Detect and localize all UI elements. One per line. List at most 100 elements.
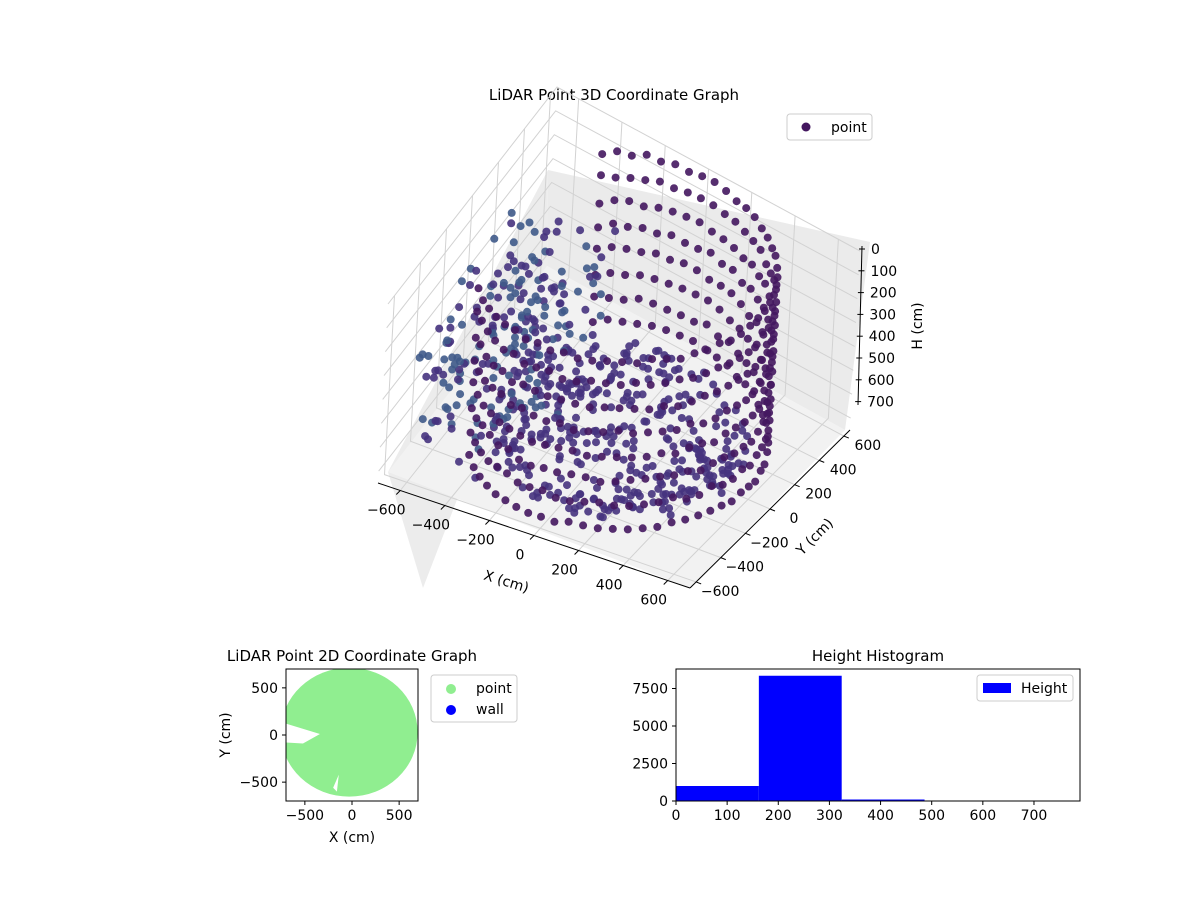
point-3d <box>597 171 605 180</box>
point-3d <box>527 397 536 406</box>
point-3d <box>720 453 729 462</box>
point-3d <box>743 432 752 441</box>
y-tick-label-3d: −600 <box>701 584 739 600</box>
point-3d <box>597 452 606 461</box>
point-3d <box>768 317 777 326</box>
point-3d <box>582 242 591 251</box>
point-3d <box>533 338 542 347</box>
point-3d <box>670 457 679 465</box>
point-3d <box>473 390 482 399</box>
x-tick-label-histogram: 300 <box>816 808 843 824</box>
point-3d <box>600 505 609 514</box>
point-3d <box>736 488 745 497</box>
point-3d <box>668 406 677 415</box>
chart-2d: LiDAR Point 2D Coordinate Graph −500 0 500… <box>218 647 518 846</box>
point-3d <box>490 234 499 243</box>
point-3d <box>585 403 594 412</box>
legend-3d-point-marker <box>801 122 811 132</box>
point-3d <box>623 525 632 534</box>
point-3d <box>500 313 509 322</box>
point-3d <box>675 331 684 340</box>
point-3d <box>599 428 608 437</box>
point-3d <box>553 468 562 477</box>
point-3d <box>584 350 593 359</box>
point-3d <box>680 487 689 496</box>
point-3d <box>666 511 675 519</box>
point-3d <box>733 401 741 410</box>
point-3d <box>641 474 650 483</box>
point-3d <box>594 223 603 232</box>
point-3d <box>489 361 498 370</box>
point-3d <box>738 278 747 287</box>
point-3d <box>589 279 598 288</box>
point-3d <box>510 366 519 375</box>
point-3d <box>455 303 464 312</box>
point-3d <box>747 437 756 446</box>
point-3d <box>476 340 485 349</box>
point-3d <box>564 517 573 526</box>
point-3d <box>745 312 754 320</box>
y-tick-label-3d: −400 <box>726 560 764 576</box>
point-3d <box>525 374 534 383</box>
grid-line-y <box>383 295 697 583</box>
point-3d <box>689 337 697 345</box>
point-3d <box>642 150 651 159</box>
point-3d <box>633 319 642 328</box>
point-3d <box>640 417 649 426</box>
point-3d <box>542 417 551 426</box>
point-3d <box>698 172 707 181</box>
point-3d <box>700 391 709 400</box>
point-3d <box>457 277 466 286</box>
point-3d <box>725 316 734 325</box>
point-3d <box>626 174 635 182</box>
point-3d <box>668 207 677 216</box>
point-3d <box>642 463 651 472</box>
y-tick-label-2d: −500 <box>240 775 278 791</box>
point-3d <box>557 395 566 404</box>
point-3d <box>766 269 775 278</box>
point-3d <box>766 298 775 307</box>
point-3d <box>666 424 675 433</box>
point-3d <box>592 244 601 253</box>
point-3d <box>692 472 701 481</box>
point-3d <box>503 469 511 478</box>
point-3d <box>629 429 638 438</box>
y-tick-label-histogram: 7500 <box>632 682 668 698</box>
point-3d <box>710 178 719 186</box>
point-3d <box>751 477 760 486</box>
point-3d <box>756 245 765 254</box>
point-3d <box>511 333 519 342</box>
point-3d <box>679 259 688 268</box>
point-3d <box>646 380 655 389</box>
point-3d <box>731 423 740 432</box>
point-3d <box>670 471 679 480</box>
point-3d <box>418 415 427 424</box>
point-3d <box>653 229 661 238</box>
point-3d <box>569 438 578 447</box>
point-3d <box>622 485 631 494</box>
point-3d <box>497 390 506 398</box>
point-3d <box>501 496 510 505</box>
point-3d <box>635 492 644 501</box>
point-3d <box>539 464 548 472</box>
point-3d <box>666 255 674 264</box>
point-3d <box>518 483 527 492</box>
point-3d <box>469 378 478 387</box>
y-tick-3d <box>794 484 800 488</box>
point-3d <box>506 283 515 292</box>
point-3d <box>590 263 599 272</box>
point-3d <box>772 280 781 289</box>
point-3d <box>716 281 725 290</box>
point-3d <box>473 307 482 316</box>
point-3d <box>696 194 705 203</box>
point-3d <box>595 498 604 507</box>
point-3d <box>446 315 455 324</box>
point-3d <box>535 351 544 360</box>
x-tick-3d <box>529 535 535 540</box>
x-tick-3d <box>574 550 579 555</box>
point-3d <box>620 496 629 505</box>
point-3d <box>748 260 756 269</box>
point-3d <box>560 290 569 299</box>
point-3d <box>484 457 493 466</box>
